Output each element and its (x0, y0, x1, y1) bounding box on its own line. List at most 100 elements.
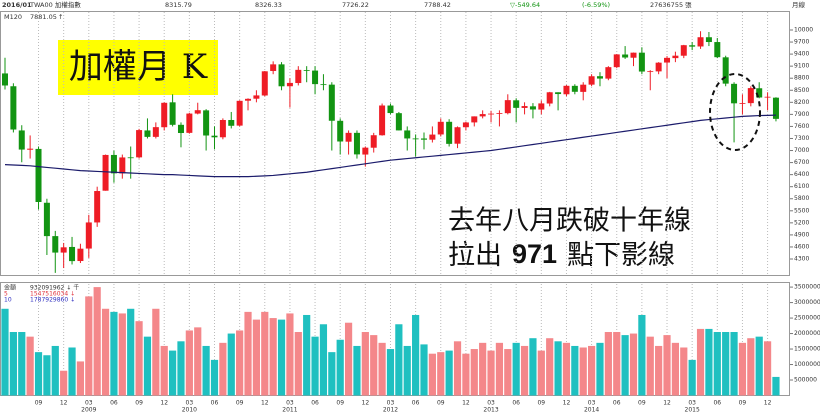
y-tick-label: 7600 (794, 123, 809, 130)
x-tick-label: 12 (764, 400, 772, 407)
ma-name: M120 (4, 13, 22, 21)
x-year-label: 2011 (282, 407, 297, 413)
candle-body (664, 57, 671, 63)
y-tick-label: 8500 (794, 87, 809, 94)
y-tick-label: 4900 (794, 231, 809, 238)
volume-bar (76, 361, 85, 396)
candle-body (437, 121, 444, 135)
y-tick-label: 6100 (794, 183, 809, 190)
volume-bar (68, 347, 76, 396)
candle-body (638, 52, 645, 72)
change-pct: (-6.59%) (582, 1, 610, 9)
volume-bar (319, 324, 328, 396)
volume-bar (428, 353, 436, 396)
annotation-part: 拉出 (448, 240, 502, 271)
volume-bar (210, 359, 219, 396)
volume-bar (1, 308, 9, 396)
volume-bar (722, 332, 730, 396)
candle-body (177, 124, 184, 134)
x-tick-label: 06 (713, 400, 721, 407)
candle-body (756, 88, 763, 98)
x-tick-label: 03 (387, 400, 395, 407)
volume-bar (688, 359, 696, 396)
candle-body (102, 154, 109, 191)
y-tick-label: 9100 (794, 63, 809, 70)
y-tick-label: 3500000 (794, 284, 820, 291)
y-tick-label: 5200 (794, 219, 809, 226)
volume-bar (395, 324, 403, 396)
volume-bar (445, 350, 453, 396)
candle-body (605, 67, 612, 79)
candle-body (370, 135, 377, 148)
volume-bar (747, 338, 755, 396)
volume-bar (738, 342, 747, 396)
candle-body (538, 103, 545, 110)
candle-body (60, 247, 67, 253)
candle-body (580, 84, 587, 92)
y-tick-label: 6400 (794, 171, 809, 178)
candle-body (395, 113, 402, 131)
close-value: 7788.42 (424, 1, 451, 9)
y-tick-label: 4600 (794, 243, 809, 250)
volume-bar (755, 336, 763, 396)
volume-bar (127, 308, 135, 396)
volume-label: 金額 (4, 284, 16, 292)
candle-body (714, 42, 721, 58)
volume-bar (462, 353, 470, 396)
candle-body (253, 95, 260, 99)
candle-body (571, 85, 578, 92)
volume-bar (227, 333, 235, 396)
volume-bar (655, 345, 663, 396)
legend-value: 1787929860 ↓ (30, 297, 75, 304)
volume-bar (202, 345, 210, 396)
volume-bar (277, 319, 286, 396)
candle-body (588, 76, 595, 85)
x-tick-label: 09 (537, 400, 545, 407)
candle-body (2, 73, 8, 86)
volume-bar (386, 349, 395, 396)
y-tick-label: 8800 (794, 75, 809, 82)
candle-body (69, 246, 76, 262)
candle-body (10, 86, 17, 130)
volume-bar (101, 308, 110, 396)
candle-body (546, 92, 553, 104)
volume-bar (85, 296, 93, 396)
ma-arrow: ↑ (58, 13, 63, 21)
x-tick-label: 06 (311, 400, 319, 407)
volume-bar (705, 328, 713, 396)
candle-body (228, 119, 235, 126)
candle-body (412, 138, 419, 140)
volume-bar (344, 322, 353, 396)
x-tick-label: 12 (663, 400, 671, 407)
candle-body (85, 222, 92, 249)
candle-body (127, 157, 134, 159)
candle-body (18, 130, 25, 150)
candle-body (731, 83, 738, 104)
volume-bar (487, 350, 495, 396)
volume-bar (328, 352, 336, 396)
candle-body (119, 157, 126, 174)
volume-bar (512, 342, 520, 396)
volume-bar (629, 333, 638, 396)
y-tick-label: 1500000 (794, 346, 820, 353)
candle-body (672, 55, 679, 59)
candle-body (43, 202, 50, 237)
volume-bar (219, 342, 227, 396)
x-tick-label: 06 (211, 400, 219, 407)
y-tick-label: 7300 (794, 135, 809, 142)
volume-bar (60, 370, 68, 396)
candle-body (613, 54, 620, 68)
y-tick-label: 2500000 (794, 315, 820, 322)
volume-bar (118, 313, 126, 396)
volume-bar (571, 345, 579, 396)
candle-body (77, 248, 84, 262)
candle-body (94, 191, 101, 223)
volume-bar (185, 330, 193, 396)
volume-bar (412, 314, 420, 396)
candle-body (295, 69, 302, 84)
candle-body (219, 119, 226, 138)
x-year-label: 2015 (685, 407, 700, 413)
candle-body (764, 96, 771, 98)
symbol: TWA00 加權指數 (29, 0, 81, 9)
